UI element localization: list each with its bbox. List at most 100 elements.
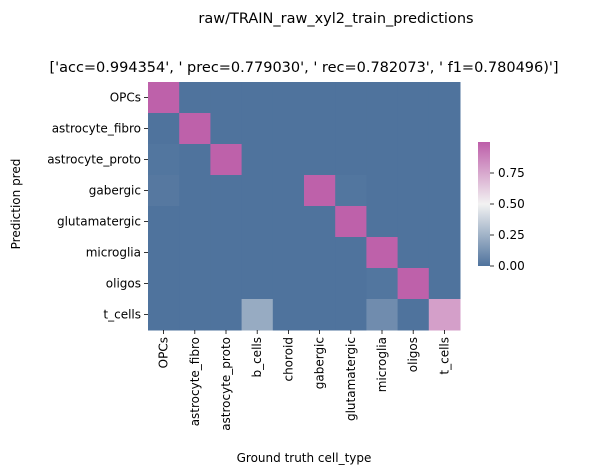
heatmap-cell: [304, 175, 336, 207]
heatmap-cell: [335, 144, 367, 176]
x-tick-label: b_cells: [250, 337, 264, 378]
x-tick-label: astrocyte_proto: [219, 337, 233, 431]
colorbar: [478, 142, 490, 266]
y-tick-label: t_cells: [103, 308, 141, 322]
colorbar-tick-label: 0.75: [498, 166, 525, 180]
x-axis-label: Ground truth cell_type: [237, 451, 372, 465]
heatmap-cell: [366, 299, 399, 331]
heatmap-cell: [366, 206, 399, 238]
heatmap-cell: [304, 206, 336, 238]
heatmap-cell: [428, 175, 461, 207]
colorbar-ticks: 0.00 0.25 0.50 0.75: [490, 166, 525, 273]
heatmap-cell: [241, 144, 274, 176]
x-tick-label: OPCs: [157, 337, 171, 368]
heatmap-cell: [210, 82, 243, 114]
heatmap-cell: [428, 144, 461, 176]
heatmap-cell: [179, 206, 211, 238]
heatmap-cell: [210, 299, 243, 331]
heatmap-cell: [210, 113, 243, 145]
y-tick-label: microglia: [86, 246, 141, 260]
heatmap-cell: [210, 206, 243, 238]
heatmap-cell: [179, 82, 211, 114]
heatmap-cell: [179, 175, 211, 207]
heatmap-cell: [304, 82, 336, 114]
heatmap-cell: [148, 299, 180, 331]
heatmap-cell: [397, 82, 430, 114]
heatmap-cell: [179, 144, 211, 176]
y-tick-label: oligos: [106, 277, 141, 291]
heatmap-cell: [241, 175, 274, 207]
heatmap-cell: [272, 82, 305, 114]
heatmap-cell: [397, 299, 430, 331]
heatmap-cell: [179, 268, 211, 300]
heatmap-cell: [397, 113, 430, 145]
heatmap-cell: [272, 144, 305, 176]
heatmap-cells: [148, 82, 461, 331]
x-tick-label: t_cells: [437, 337, 451, 375]
heatmap-cell: [241, 237, 274, 269]
heatmap-cell: [335, 113, 367, 145]
y-tick-label: OPCs: [110, 91, 141, 105]
y-tick-labels: OPCs astrocyte_fibro astrocyte_protogaberg…: [47, 91, 148, 322]
x-tick-label: gabergic: [313, 337, 327, 389]
heatmap-cell: [366, 175, 399, 207]
y-tick-label: astrocyte_fibro: [52, 122, 141, 136]
heatmap-cell: [335, 268, 367, 300]
x-tick-label: microglia: [375, 337, 389, 392]
heatmap-cell: [366, 113, 399, 145]
y-tick-label: glutamatergic: [57, 215, 141, 229]
heatmap-cell: [304, 268, 336, 300]
y-tick-label: gabergic: [89, 184, 141, 198]
x-tick-label: glutamatergic: [344, 337, 358, 421]
heatmap-cell: [397, 206, 430, 238]
heatmap-cell: [428, 82, 461, 114]
heatmap-cell: [241, 299, 274, 331]
y-tick-label: astrocyte_proto: [47, 153, 141, 167]
colorbar-tick-label: 0.00: [498, 259, 525, 273]
heatmap-cell: [428, 299, 461, 331]
heatmap-cell: [148, 206, 180, 238]
heatmap-cell: [272, 175, 305, 207]
heatmap-cell: [397, 237, 430, 269]
colorbar-tick-label: 0.25: [498, 228, 525, 242]
y-axis-label: Prediction pred: [9, 159, 23, 250]
heatmap-cell: [335, 82, 367, 114]
heatmap-cell: [272, 113, 305, 145]
heatmap-cell: [241, 206, 274, 238]
heatmap-cell: [304, 237, 336, 269]
heatmap-cell: [428, 206, 461, 238]
heatmap-cell: [272, 237, 305, 269]
chart-title: raw/TRAIN_raw_xyl2_train_predictions: [198, 11, 473, 27]
heatmap-cell: [366, 237, 399, 269]
x-tick-labels: OPCs astrocyte_fibro astrocyte_proto b_cell…: [157, 330, 451, 431]
heatmap-cell: [397, 268, 430, 300]
heatmap-cell: [428, 268, 461, 300]
heatmap-cell: [210, 144, 243, 176]
heatmap-cell: [335, 206, 367, 238]
heatmap-cell: [335, 237, 367, 269]
heatmap-cell: [366, 144, 399, 176]
heatmap-cell: [304, 113, 336, 145]
x-tick-label: oligos: [406, 337, 420, 372]
heatmap-cell: [366, 268, 399, 300]
heatmap-cell: [210, 237, 243, 269]
heatmap-cell: [210, 175, 243, 207]
heatmap-cell: [148, 268, 180, 300]
heatmap-cell: [397, 144, 430, 176]
heatmap-cell: [148, 144, 180, 176]
heatmap-cell: [179, 237, 211, 269]
heatmap-cell: [272, 299, 305, 331]
heatmap-cell: [148, 82, 180, 114]
heatmap-cell: [148, 113, 180, 145]
heatmap-cell: [272, 268, 305, 300]
heatmap-cell: [241, 268, 274, 300]
chart-subtitle: ['acc=0.994354', ' prec=0.779030', ' rec…: [49, 60, 558, 76]
heatmap-cell: [304, 144, 336, 176]
heatmap-cell: [428, 113, 461, 145]
heatmap-cell: [335, 175, 367, 207]
heatmap-cell: [304, 299, 336, 331]
colorbar-tick-label: 0.50: [498, 197, 525, 211]
heatmap-cell: [148, 237, 180, 269]
heatmap-cell: [366, 82, 399, 114]
